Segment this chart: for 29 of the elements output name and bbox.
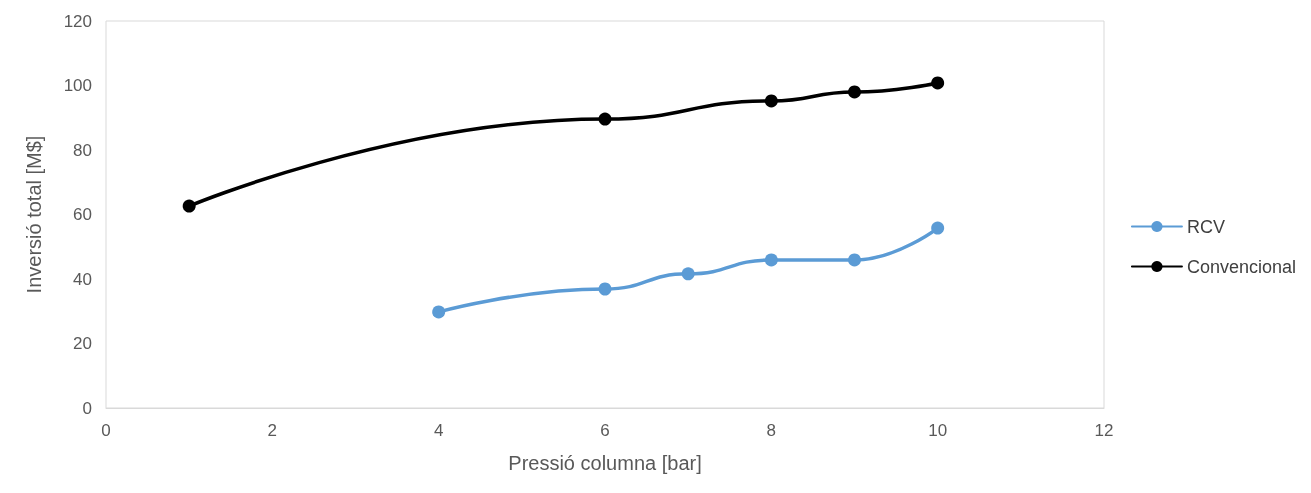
x-tick-label: 4	[433, 421, 444, 440]
legend-label: RCV	[1186, 216, 1225, 237]
point	[931, 221, 945, 235]
y-axis-title: Inversió total [M$]	[23, 135, 45, 294]
y-tick-label: 0	[82, 398, 92, 418]
y-tick-label: 100	[63, 76, 92, 95]
point	[931, 76, 945, 90]
x-tick-label: 0	[101, 421, 111, 440]
point	[764, 94, 778, 108]
point	[598, 112, 612, 126]
y-tick-label: 80	[73, 140, 92, 160]
point	[681, 267, 695, 281]
point	[848, 253, 861, 267]
x-tick-label: 2	[267, 421, 278, 440]
point	[598, 282, 612, 296]
y-tick-label: 20	[73, 334, 92, 353]
y-tick-label: 60	[73, 205, 92, 224]
point	[848, 85, 861, 99]
x-axis-title: Pressió columna [bar]	[508, 452, 702, 474]
point	[432, 305, 446, 319]
legend-label: Convencional	[1186, 256, 1297, 277]
x-tick-label: 10	[928, 421, 948, 440]
y-tick-label: 40	[73, 269, 92, 289]
y-tick-label: 120	[63, 11, 92, 31]
point	[182, 199, 196, 213]
x-tick-label: 8	[766, 421, 777, 440]
x-tick-label: 12	[1094, 421, 1114, 440]
point	[764, 253, 778, 267]
x-tick-label: 6	[600, 421, 610, 440]
